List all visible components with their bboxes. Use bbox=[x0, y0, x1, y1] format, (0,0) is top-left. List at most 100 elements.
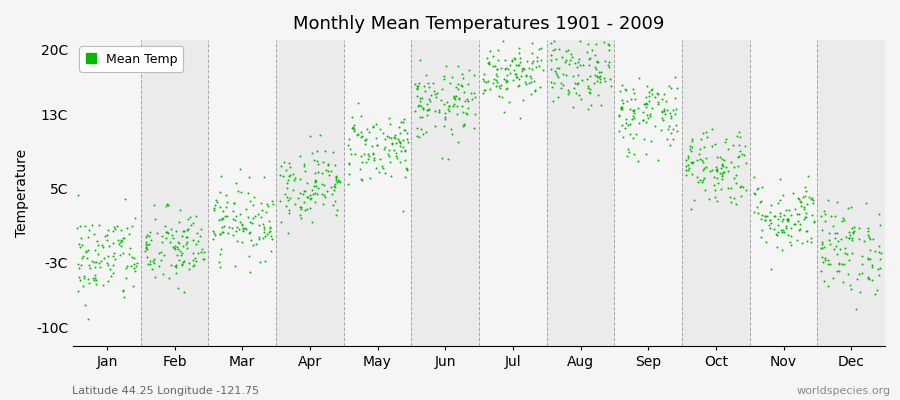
Point bbox=[497, 75, 511, 82]
Point bbox=[220, 199, 234, 205]
Point bbox=[329, 175, 344, 181]
Point bbox=[333, 178, 347, 185]
Point bbox=[307, 178, 321, 185]
Point bbox=[580, 76, 595, 83]
Point bbox=[101, 253, 115, 259]
Point bbox=[194, 248, 208, 255]
Point bbox=[685, 144, 699, 150]
Point bbox=[842, 228, 856, 235]
Point bbox=[422, 83, 436, 90]
Point bbox=[266, 201, 280, 207]
Point bbox=[830, 251, 844, 258]
Point bbox=[750, 203, 764, 210]
Point bbox=[710, 175, 724, 182]
Point bbox=[70, 261, 85, 267]
Bar bbox=[546, 40, 615, 346]
Point bbox=[228, 263, 242, 270]
Point bbox=[451, 63, 465, 70]
Point bbox=[592, 76, 607, 82]
Point bbox=[170, 252, 184, 258]
Point bbox=[645, 91, 660, 97]
Point bbox=[636, 101, 651, 107]
Point bbox=[216, 229, 230, 235]
Point bbox=[619, 120, 634, 126]
Point bbox=[110, 222, 124, 229]
Point bbox=[836, 279, 850, 286]
Point bbox=[437, 114, 452, 121]
Point bbox=[421, 106, 436, 112]
Point bbox=[296, 162, 310, 169]
Point bbox=[409, 80, 423, 87]
Point bbox=[793, 198, 807, 204]
Point bbox=[758, 212, 772, 219]
Point bbox=[418, 72, 433, 78]
Point bbox=[424, 92, 438, 98]
Point bbox=[834, 260, 849, 267]
Point bbox=[78, 248, 93, 254]
Point bbox=[666, 135, 680, 142]
Point bbox=[631, 104, 645, 111]
Point bbox=[176, 258, 191, 264]
Point bbox=[99, 260, 113, 267]
Point bbox=[554, 80, 569, 86]
Point bbox=[362, 129, 376, 135]
Point bbox=[791, 218, 806, 224]
Point bbox=[709, 198, 724, 204]
Point bbox=[179, 227, 194, 234]
Point bbox=[227, 200, 241, 206]
Point bbox=[274, 219, 288, 226]
Point bbox=[855, 261, 869, 268]
Point bbox=[574, 77, 589, 83]
Point bbox=[301, 194, 315, 200]
Point bbox=[598, 57, 612, 64]
Point bbox=[436, 154, 450, 161]
Point bbox=[163, 239, 177, 245]
Point bbox=[452, 95, 466, 102]
Point bbox=[112, 240, 127, 247]
Point bbox=[529, 64, 544, 70]
Point bbox=[502, 70, 517, 76]
Point bbox=[281, 230, 295, 236]
Point bbox=[829, 230, 843, 236]
Point bbox=[342, 161, 356, 168]
Point bbox=[837, 217, 851, 223]
Point bbox=[690, 174, 705, 180]
Point bbox=[601, 62, 616, 68]
Point bbox=[162, 275, 176, 281]
Point bbox=[581, 56, 596, 62]
Point bbox=[384, 173, 399, 179]
Point bbox=[295, 191, 310, 198]
Point bbox=[665, 106, 680, 113]
Point bbox=[364, 143, 379, 149]
Point bbox=[76, 255, 90, 261]
Point bbox=[494, 82, 508, 88]
Point bbox=[864, 277, 878, 284]
Point bbox=[601, 41, 616, 47]
Point bbox=[564, 50, 579, 57]
Point bbox=[746, 190, 760, 196]
Point bbox=[196, 248, 211, 255]
Point bbox=[324, 167, 338, 174]
Point bbox=[378, 136, 392, 142]
Point bbox=[346, 125, 360, 132]
Point bbox=[189, 258, 203, 264]
Point bbox=[175, 262, 189, 268]
Point bbox=[490, 66, 504, 72]
Point bbox=[462, 66, 476, 73]
Point bbox=[227, 200, 241, 206]
Point bbox=[685, 138, 699, 144]
Point bbox=[508, 70, 522, 77]
Point bbox=[796, 204, 811, 210]
Point bbox=[142, 229, 157, 235]
Point bbox=[154, 239, 168, 245]
Point bbox=[861, 225, 876, 231]
Point bbox=[709, 166, 724, 173]
Point bbox=[496, 38, 510, 44]
Point bbox=[221, 230, 236, 236]
Point bbox=[139, 238, 153, 245]
Point bbox=[776, 216, 790, 222]
Point bbox=[626, 86, 640, 92]
Point bbox=[212, 188, 227, 195]
Point bbox=[248, 240, 263, 247]
Point bbox=[504, 34, 518, 40]
